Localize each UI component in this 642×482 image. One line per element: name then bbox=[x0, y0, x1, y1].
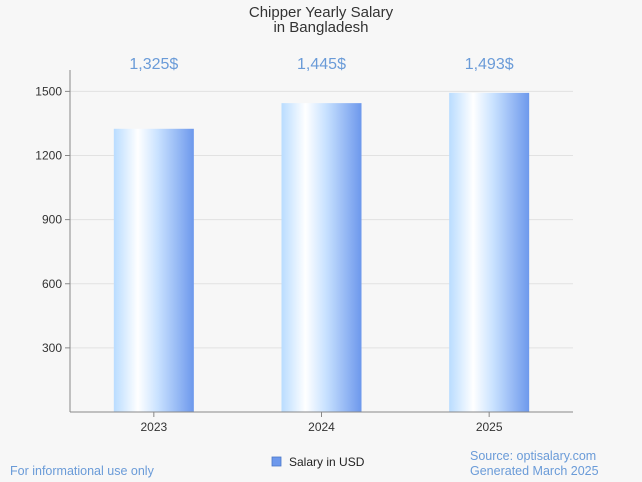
y-tick-label: 1500 bbox=[35, 84, 62, 98]
footer-disclaimer: For informational use only bbox=[10, 464, 155, 478]
legend-label: Salary in USD bbox=[289, 455, 365, 469]
x-tick-label: 2023 bbox=[140, 420, 167, 434]
legend-swatch bbox=[271, 456, 282, 467]
value-label-2025: 1,493$ bbox=[465, 56, 514, 73]
y-tick-label: 300 bbox=[42, 341, 62, 355]
x-tick-labels: 2023 2024 2025 bbox=[140, 412, 503, 434]
chart-title-line-1: Chipper Yearly Salary bbox=[249, 4, 394, 21]
y-tick-label: 900 bbox=[42, 213, 62, 227]
footer-generated: Generated March 2025 bbox=[470, 464, 599, 478]
bar-2024 bbox=[281, 103, 362, 412]
value-label-2023: 1,325$ bbox=[129, 56, 178, 73]
bars bbox=[113, 92, 530, 412]
y-tick-label: 1200 bbox=[35, 149, 62, 163]
value-labels: 1,325$ 1,445$ 1,493$ bbox=[129, 56, 513, 73]
x-tick-label: 2025 bbox=[476, 420, 503, 434]
x-tick-label: 2024 bbox=[308, 420, 335, 434]
legend: Salary in USD bbox=[271, 455, 365, 469]
bar-2023 bbox=[113, 128, 194, 412]
footer-source: Source: optisalary.com bbox=[470, 449, 596, 463]
chart-title-line-2: in Bangladesh bbox=[273, 19, 368, 36]
bar-2025 bbox=[449, 92, 530, 412]
y-tick-label: 600 bbox=[42, 277, 62, 291]
value-label-2024: 1,445$ bbox=[297, 56, 346, 73]
y-tick-labels: 300 600 900 1200 1500 bbox=[35, 84, 70, 355]
